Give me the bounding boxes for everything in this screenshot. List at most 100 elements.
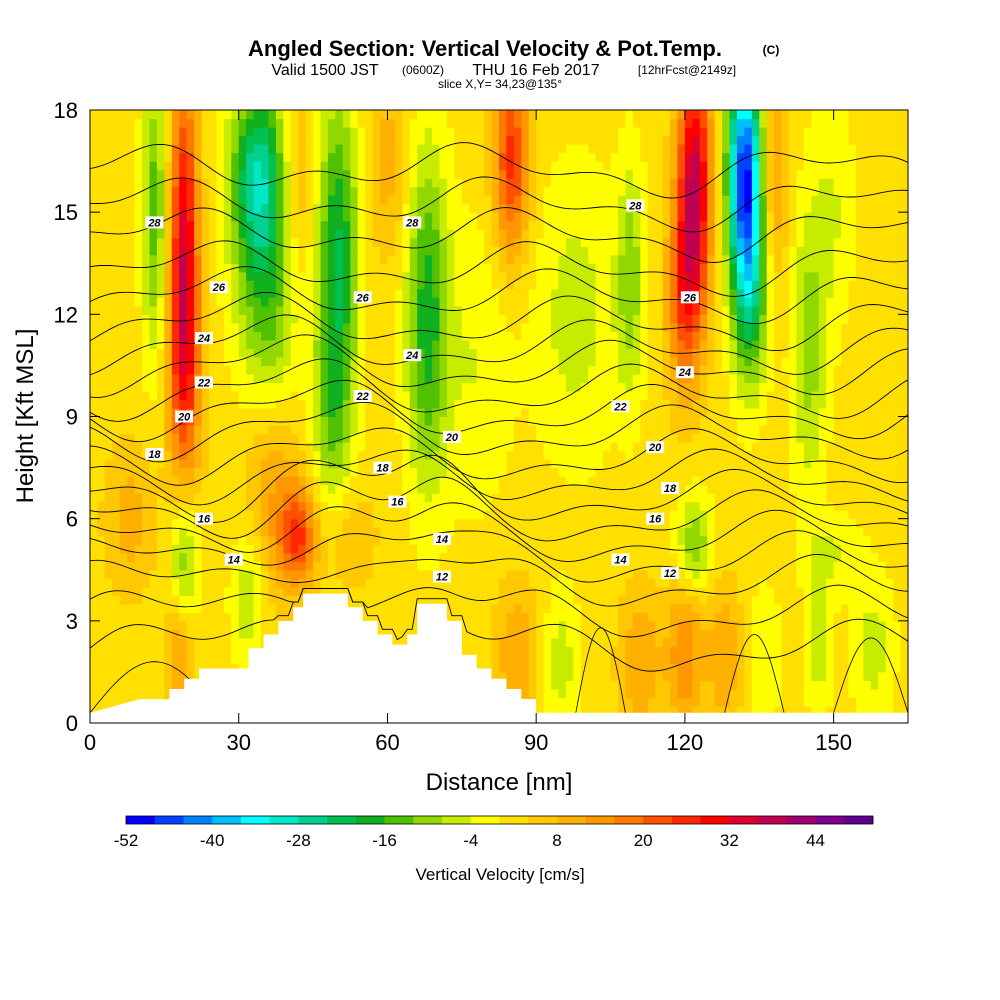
velocity-cell: [216, 305, 225, 315]
velocity-cell: [149, 416, 158, 426]
velocity-cell: [283, 212, 292, 222]
velocity-cell: [208, 365, 218, 375]
velocity-cell: [90, 110, 99, 120]
velocity-cell: [476, 127, 485, 137]
velocity-cell: [394, 637, 403, 647]
velocity-cell: [231, 535, 240, 545]
velocity-cell: [253, 535, 262, 545]
velocity-cell: [134, 212, 143, 222]
velocity-cell: [439, 459, 448, 469]
velocity-cell: [543, 314, 552, 324]
velocity-cell: [357, 110, 366, 120]
velocity-cell: [357, 144, 366, 154]
velocity-cell: [335, 297, 344, 307]
velocity-cell: [134, 195, 143, 205]
velocity-cell: [595, 459, 604, 469]
velocity-cell: [305, 578, 314, 588]
velocity-cell: [603, 569, 612, 579]
velocity-cell: [320, 518, 329, 528]
velocity-cell: [513, 663, 522, 673]
velocity-cell: [246, 365, 255, 375]
velocity-cell: [417, 322, 426, 332]
velocity-cell: [305, 271, 314, 281]
velocity-cell: [521, 229, 530, 239]
velocity-cell: [387, 322, 396, 332]
velocity-cell: [290, 356, 299, 367]
velocity-cell: [186, 365, 195, 375]
velocity-cell: [461, 178, 470, 188]
velocity-cell: [350, 373, 359, 384]
velocity-cell: [142, 527, 151, 537]
velocity-cell: [536, 280, 545, 290]
velocity-cell: [565, 535, 574, 545]
velocity-cell: [350, 484, 359, 494]
velocity-cell: [536, 705, 545, 716]
velocity-cell: [536, 161, 545, 171]
velocity-cell: [573, 535, 582, 545]
velocity-cell: [104, 578, 113, 588]
velocity-cell: [484, 433, 493, 443]
velocity-cell: [97, 629, 106, 639]
velocity-cell: [171, 280, 180, 290]
velocity-cell: [90, 144, 99, 154]
velocity-cell: [216, 527, 225, 537]
velocity-cell: [186, 484, 195, 494]
velocity-cell: [179, 280, 188, 290]
velocity-cell: [261, 407, 270, 418]
velocity-cell: [469, 110, 478, 120]
velocity-cell: [134, 646, 143, 656]
velocity-cell: [558, 552, 567, 562]
velocity-cell: [506, 450, 515, 460]
velocity-cell: [261, 442, 270, 452]
velocity-cell: [119, 544, 128, 554]
velocity-cell: [446, 263, 455, 273]
velocity-cell: [156, 544, 165, 554]
velocity-cell: [127, 399, 136, 409]
velocity-cell: [335, 407, 344, 418]
velocity-cell: [372, 425, 381, 435]
velocity-cell: [112, 322, 121, 332]
velocity-cell: [223, 620, 232, 630]
velocity-cell: [223, 297, 232, 307]
velocity-cell: [439, 586, 448, 596]
velocity-cell: [142, 442, 151, 452]
velocity-cell: [216, 425, 225, 435]
velocity-cell: [305, 373, 314, 384]
velocity-cell: [298, 118, 307, 128]
velocity-cell: [275, 603, 284, 613]
velocity-cell: [149, 178, 158, 188]
velocity-cell: [164, 280, 173, 290]
velocity-cell: [372, 356, 381, 367]
velocity-cell: [551, 254, 560, 264]
velocity-cell: [506, 629, 515, 639]
velocity-cell: [454, 263, 463, 273]
velocity-cell: [409, 314, 418, 324]
velocity-cell: [446, 365, 455, 375]
velocity-cell: [231, 459, 240, 469]
velocity-cell: [104, 476, 113, 486]
velocity-cell: [424, 339, 433, 349]
velocity-cell: [506, 569, 515, 579]
velocity-cell: [119, 365, 128, 375]
velocity-cell: [491, 186, 500, 196]
velocity-cell: [127, 382, 136, 392]
velocity-cell: [97, 518, 106, 528]
velocity-cell: [417, 365, 426, 375]
velocity-cell: [573, 595, 582, 605]
velocity-cell: [484, 127, 493, 137]
velocity-cell: [513, 339, 522, 349]
velocity-cell: [536, 322, 545, 332]
velocity-cell: [127, 127, 136, 137]
velocity-cell: [491, 203, 500, 213]
velocity-cell: [491, 365, 500, 375]
velocity-cell: [127, 305, 136, 315]
velocity-cell: [194, 110, 203, 120]
velocity-cell: [313, 297, 322, 307]
velocity-cell: [268, 569, 277, 579]
velocity-cell: [528, 178, 537, 188]
velocity-cell: [142, 127, 151, 137]
velocity-cell: [134, 322, 143, 332]
velocity-cell: [424, 399, 433, 409]
velocity-cell: [387, 586, 396, 596]
velocity-cell: [432, 365, 441, 375]
